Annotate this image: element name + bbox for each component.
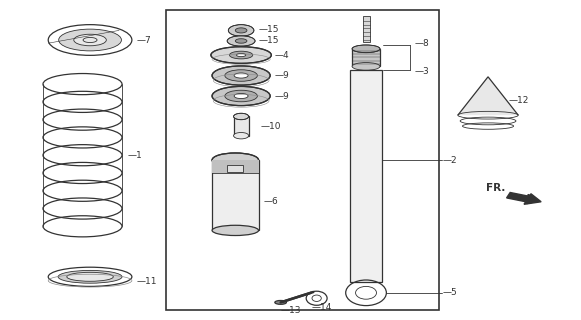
Ellipse shape bbox=[212, 153, 259, 167]
Text: —5: —5 bbox=[443, 288, 457, 297]
Ellipse shape bbox=[228, 25, 254, 36]
Ellipse shape bbox=[229, 51, 253, 59]
Bar bbox=[212, 160, 259, 230]
Ellipse shape bbox=[59, 29, 121, 51]
Ellipse shape bbox=[352, 63, 380, 70]
Bar bbox=[350, 70, 382, 282]
Text: —13: —13 bbox=[281, 306, 301, 315]
Bar bbox=[363, 16, 370, 42]
Ellipse shape bbox=[234, 113, 249, 120]
Text: —1: —1 bbox=[128, 151, 142, 160]
Ellipse shape bbox=[212, 225, 259, 236]
Bar bbox=[227, 165, 243, 172]
Text: —2: —2 bbox=[443, 156, 457, 164]
Ellipse shape bbox=[212, 86, 270, 106]
Text: —11: —11 bbox=[137, 277, 157, 286]
Text: —8: —8 bbox=[414, 39, 429, 48]
Bar bbox=[234, 116, 249, 136]
Text: —15: —15 bbox=[259, 25, 279, 34]
Polygon shape bbox=[458, 77, 518, 115]
Ellipse shape bbox=[212, 66, 270, 85]
Ellipse shape bbox=[235, 39, 247, 43]
FancyArrow shape bbox=[507, 193, 541, 204]
Ellipse shape bbox=[236, 53, 246, 57]
Bar bbox=[166, 10, 439, 310]
Text: —10: —10 bbox=[260, 122, 281, 131]
Text: —3: —3 bbox=[414, 67, 429, 76]
Text: —14: —14 bbox=[311, 303, 332, 312]
Text: —9: —9 bbox=[275, 71, 289, 80]
Ellipse shape bbox=[225, 70, 257, 81]
Ellipse shape bbox=[211, 47, 271, 63]
Text: —6: —6 bbox=[263, 197, 278, 206]
Ellipse shape bbox=[227, 36, 255, 46]
Ellipse shape bbox=[352, 45, 380, 53]
Ellipse shape bbox=[58, 270, 122, 283]
Text: —15: —15 bbox=[259, 36, 279, 45]
Ellipse shape bbox=[275, 300, 286, 304]
Bar bbox=[212, 160, 259, 173]
Ellipse shape bbox=[234, 93, 248, 99]
Ellipse shape bbox=[235, 28, 247, 33]
Text: —9: —9 bbox=[275, 92, 289, 100]
Ellipse shape bbox=[74, 34, 106, 46]
Bar bbox=[352, 49, 380, 67]
Ellipse shape bbox=[225, 90, 257, 102]
Text: FR.: FR. bbox=[486, 183, 505, 193]
Ellipse shape bbox=[67, 272, 113, 281]
Text: —12: —12 bbox=[508, 96, 529, 105]
Ellipse shape bbox=[234, 132, 249, 139]
Ellipse shape bbox=[234, 73, 248, 78]
Text: —7: —7 bbox=[137, 36, 151, 44]
Text: —4: —4 bbox=[275, 51, 289, 60]
